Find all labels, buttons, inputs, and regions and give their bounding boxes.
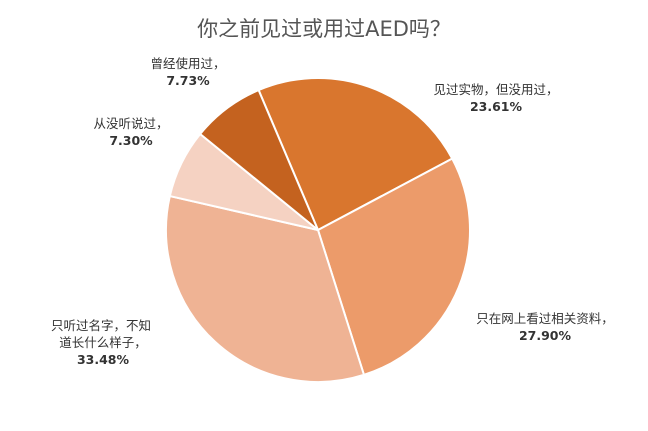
slice-value-seen-not-used: 23.61%: [470, 99, 523, 114]
slice-label-used-before: 曾经使用过，: [150, 56, 225, 71]
slice-label-never-heard: 从没听说过，: [93, 116, 168, 131]
slice-label-online-only: 只在网上看过相关资料，: [476, 311, 614, 326]
slice-value-online-only: 27.90%: [519, 328, 572, 343]
slice-label-heard-name: 只听过名字，不知 道长什么样子，: [51, 318, 155, 350]
pie-slices: [165, 76, 471, 383]
chart-title: 你之前见过或用过AED吗？: [197, 17, 451, 41]
slice-value-never-heard: 7.30%: [109, 133, 153, 148]
pie-slice-seen-not-used: [257, 76, 454, 232]
pie-slice-used-before: [198, 88, 319, 231]
pie-slice-online-only: [316, 157, 471, 377]
slice-label-seen-not-used: 见过实物，但没用过，: [433, 82, 558, 97]
slice-value-heard-name: 33.48%: [77, 352, 130, 367]
slice-value-used-before: 7.73%: [166, 73, 210, 88]
pie-slice-heard-name: [165, 194, 366, 383]
